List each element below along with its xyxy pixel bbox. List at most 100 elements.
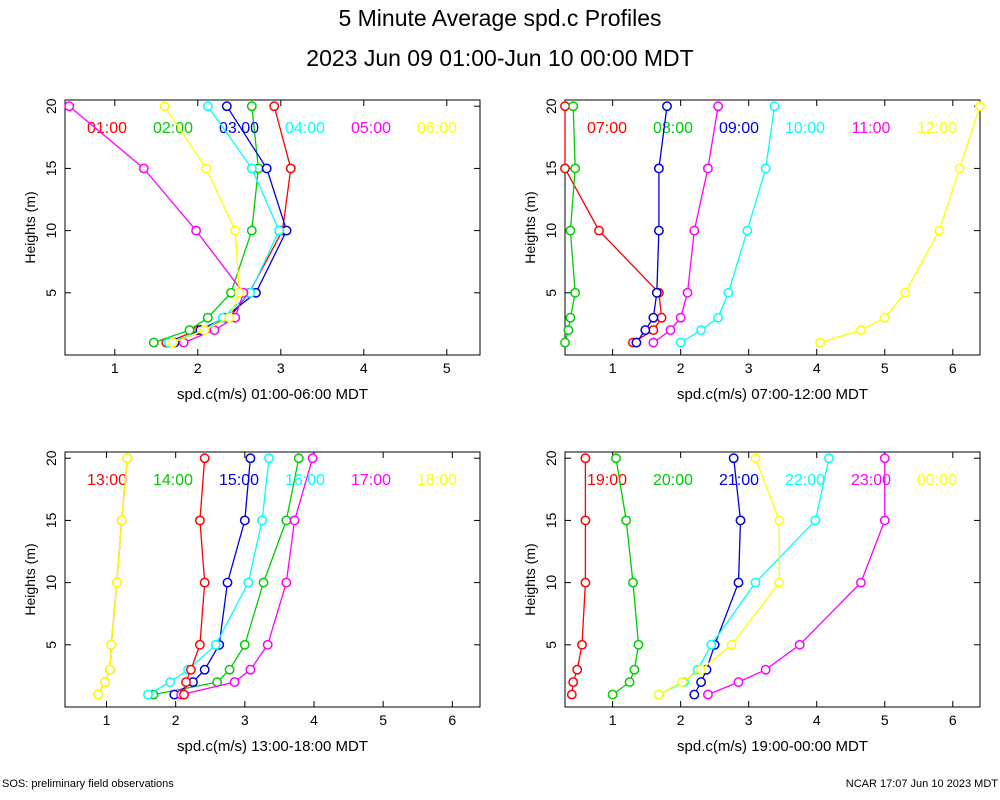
x-tick-label: 2: [194, 360, 202, 376]
data-point: [181, 677, 191, 688]
data-point: [167, 337, 178, 348]
x-tick-label: 1: [609, 360, 617, 376]
legend-entry: 07:00: [587, 120, 627, 137]
data-point: [728, 453, 739, 464]
data-point: [234, 287, 245, 298]
y-axis-label: Heights (m): [22, 191, 38, 263]
data-point: [750, 577, 761, 588]
data-point: [769, 101, 780, 112]
series-0800: [560, 101, 581, 348]
data-point: [633, 639, 644, 650]
data-point: [245, 453, 256, 464]
legend-entry: 19:00: [587, 472, 627, 489]
data-point: [653, 163, 664, 174]
plot-frame: [564, 451, 981, 708]
data-point: [289, 515, 300, 526]
x-tick-label: 4: [813, 712, 821, 728]
data-point: [750, 453, 761, 464]
series-line: [635, 106, 668, 343]
data-point: [246, 225, 257, 236]
series-line: [183, 458, 206, 695]
legend-entry: 12:00: [917, 120, 957, 137]
data-point: [713, 101, 724, 112]
legend-entry: 08:00: [653, 120, 693, 137]
data-point: [281, 577, 292, 588]
data-point: [648, 312, 659, 323]
data-point: [580, 577, 591, 588]
series-0600: [159, 101, 245, 348]
y-tick-label: 15: [43, 160, 59, 176]
data-point: [116, 515, 127, 526]
series-1700: [176, 453, 318, 700]
data-point: [733, 577, 744, 588]
data-point: [261, 163, 272, 174]
y-tick-label: 5: [543, 641, 559, 649]
legend-entry: 16:00: [285, 472, 325, 489]
data-point: [202, 312, 213, 323]
data-point: [100, 677, 111, 688]
x-tick-label: 5: [881, 360, 889, 376]
data-point: [824, 453, 834, 464]
series-line: [819, 105, 981, 344]
data-point: [184, 325, 195, 336]
figure-title: 5 Minute Average spd.c Profiles: [338, 5, 661, 31]
data-point: [224, 664, 235, 675]
data-point: [568, 101, 579, 112]
data-point: [735, 515, 746, 526]
chart-panel-3: 1 2 3 4 5 6 5 10 15 20 Heights (m) spd.c(m/s) 13:00…: [22, 450, 481, 755]
data-point: [185, 664, 196, 675]
series-2200: [653, 453, 834, 700]
series-2000: [607, 453, 644, 700]
x-tick-label: 2: [677, 360, 685, 376]
y-tick-label: 20: [43, 450, 59, 466]
plot-frame: [64, 451, 481, 708]
x-axis-label: spd.c(m/s) 19:00-00:00 MDT: [677, 738, 868, 755]
legend-entry: 10:00: [785, 120, 825, 137]
data-point: [194, 639, 205, 650]
y-tick-label: 10: [543, 223, 559, 239]
series-1500: [169, 453, 256, 700]
x-tick-label: 1: [111, 360, 119, 376]
data-point: [245, 664, 256, 675]
data-point: [648, 337, 659, 348]
legend-entry: 04:00: [285, 120, 325, 137]
data-point: [262, 639, 273, 650]
data-point: [194, 515, 205, 526]
series-2300: [702, 453, 890, 700]
plot-frame: [64, 99, 481, 356]
data-point: [733, 677, 744, 688]
data-point: [624, 677, 635, 688]
y-tick-label: 5: [543, 289, 559, 297]
data-point: [689, 689, 700, 700]
series-0000: [653, 453, 785, 700]
series-1400: [148, 453, 304, 700]
y-tick-label: 10: [43, 575, 59, 591]
data-point: [640, 325, 651, 336]
data-point: [106, 639, 117, 650]
series-line: [153, 458, 300, 696]
legend-entry: 15:00: [219, 472, 259, 489]
data-point: [662, 101, 672, 112]
data-point: [202, 101, 213, 112]
series-2100: [689, 453, 746, 700]
x-axis-label: spd.c(m/s) 07:00-12:00 MDT: [677, 386, 868, 403]
y-tick-label: 10: [43, 223, 59, 239]
series-line: [653, 106, 719, 344]
data-point: [675, 337, 686, 348]
series-1000: [675, 101, 780, 348]
x-tick-label: 4: [813, 360, 821, 376]
data-point: [723, 287, 734, 298]
y-axis-label: Heights (m): [522, 543, 538, 615]
data-point: [269, 101, 280, 112]
series-1200: [815, 101, 985, 348]
data-point: [810, 515, 821, 526]
plot-frame: [564, 99, 981, 356]
data-point: [774, 577, 785, 588]
data-point: [677, 677, 687, 688]
legend-entry: 00:00: [917, 472, 957, 489]
data-point: [570, 163, 581, 174]
data-point: [696, 677, 707, 688]
data-point: [580, 515, 591, 526]
series-0700: [560, 101, 667, 348]
data-point: [631, 337, 642, 348]
